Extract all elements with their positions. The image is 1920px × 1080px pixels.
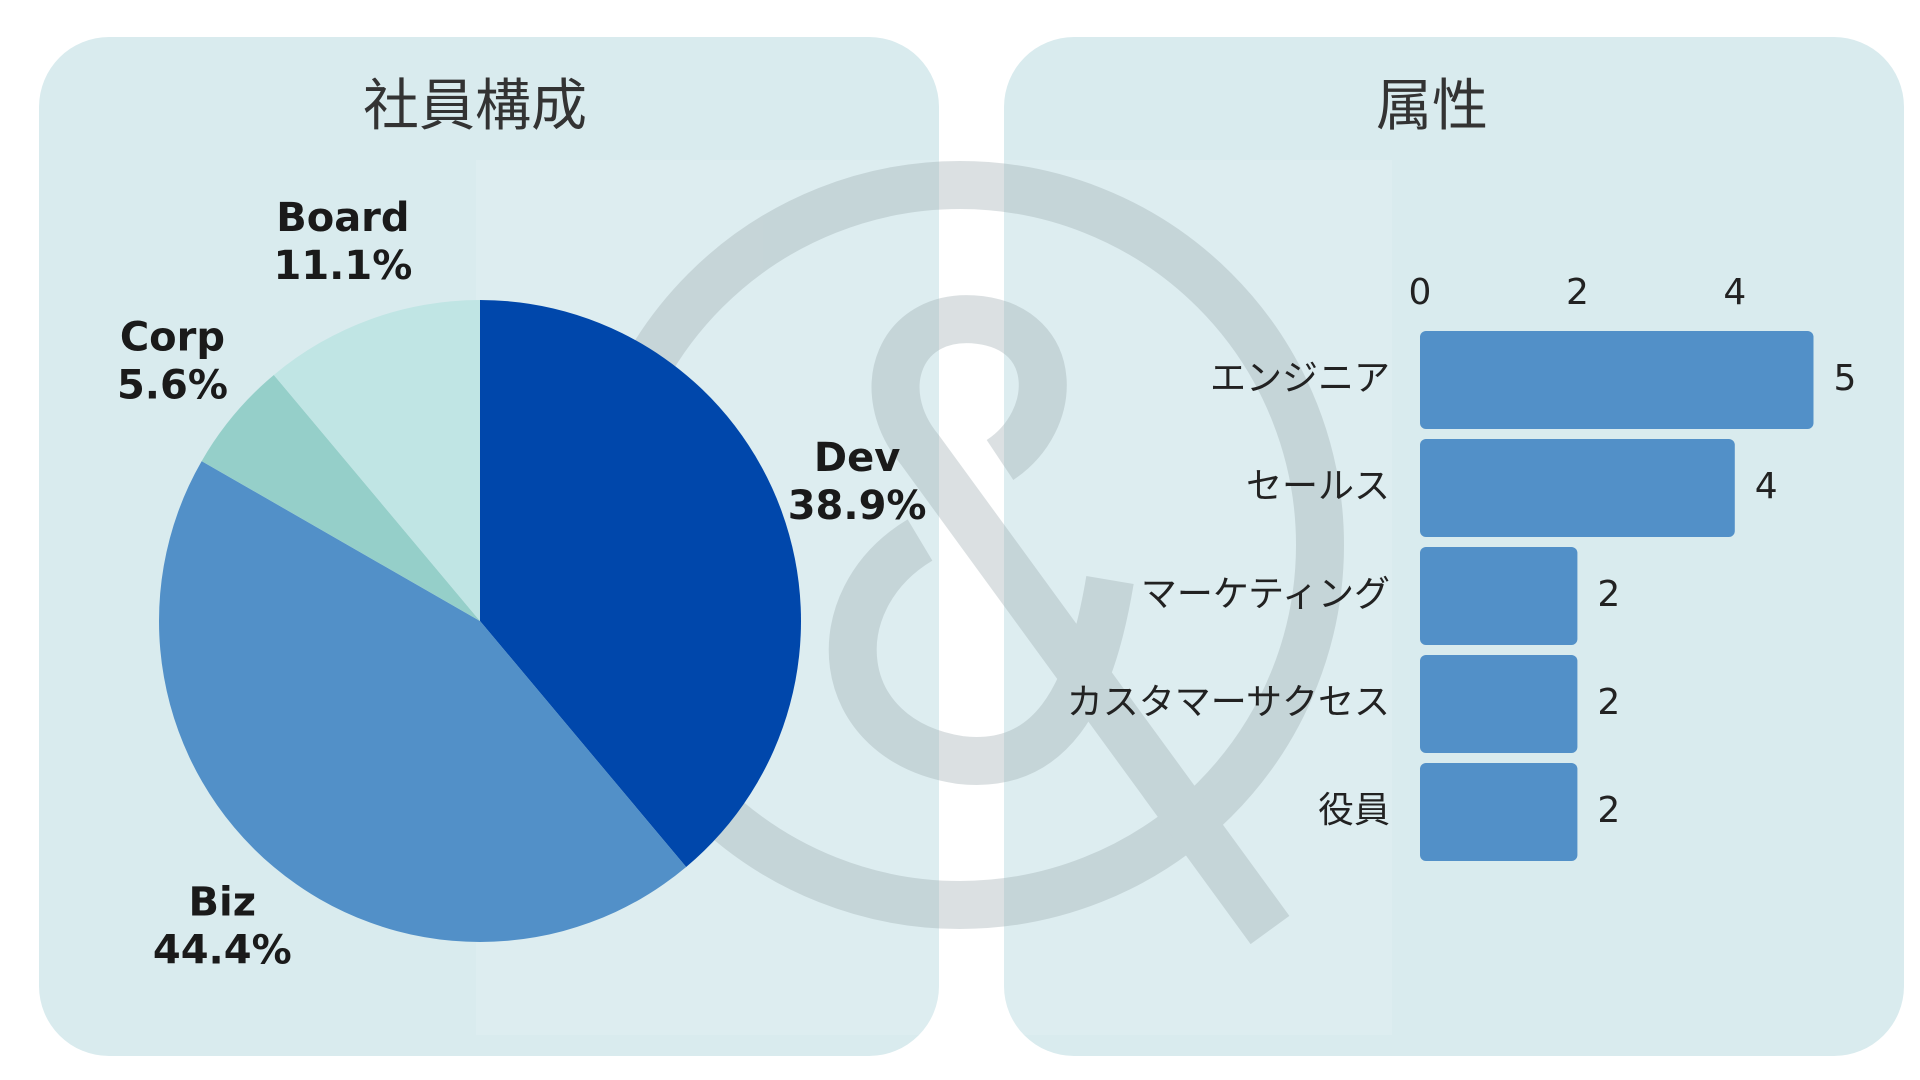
slice-name: Corp xyxy=(120,314,225,360)
x-tick-label: 4 xyxy=(1723,272,1746,313)
slice-name: Dev xyxy=(814,435,900,481)
bar xyxy=(1420,655,1578,753)
x-tick-label: 2 xyxy=(1566,272,1589,313)
slice-percent: 11.1% xyxy=(274,243,413,289)
pie-slice xyxy=(201,374,481,621)
pie-slice xyxy=(480,300,801,868)
value-label: 5 xyxy=(1834,358,1857,399)
slice-name: Board xyxy=(276,195,409,241)
bar xyxy=(1420,439,1735,537)
category-label: セールス xyxy=(1246,466,1390,507)
category-label: エンジニア xyxy=(1210,358,1390,399)
value-label: 2 xyxy=(1597,790,1620,831)
bar xyxy=(1420,763,1578,861)
chart-title: 属性 xyxy=(1376,74,1488,139)
category-label: マーケティング xyxy=(1141,574,1390,615)
slice-percent: 44.4% xyxy=(153,928,292,974)
value-label: 4 xyxy=(1755,466,1778,507)
bar xyxy=(1420,547,1578,645)
bar xyxy=(1420,331,1814,429)
value-label: 2 xyxy=(1597,574,1620,615)
pie-slice xyxy=(273,300,480,621)
right-panel xyxy=(1004,37,1904,1056)
slice-name: Biz xyxy=(189,880,256,926)
x-tick-label: 0 xyxy=(1409,272,1432,313)
slice-percent: 38.9% xyxy=(788,483,927,529)
category-label: 役員 xyxy=(1318,790,1390,831)
chart-title: 社員構成 xyxy=(363,74,587,139)
pie-slice xyxy=(158,461,687,943)
value-label: 2 xyxy=(1597,682,1620,723)
category-label: カスタマーサクセス xyxy=(1067,682,1390,723)
slice-percent: 5.6% xyxy=(117,362,228,408)
